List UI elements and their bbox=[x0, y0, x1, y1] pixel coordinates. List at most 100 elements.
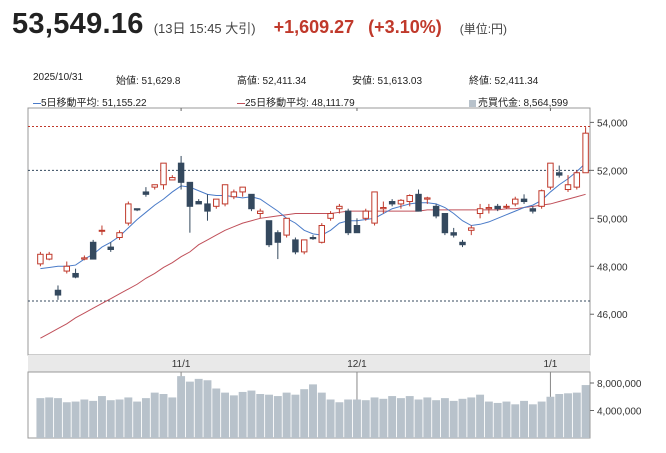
candle-up bbox=[573, 172, 581, 188]
ma5-line bbox=[40, 162, 586, 270]
legend-ma25: 25日移動平均: 48,111.79 bbox=[237, 94, 355, 109]
candle-up bbox=[512, 198, 519, 205]
volume-bar bbox=[484, 401, 493, 438]
candle-up bbox=[37, 253, 44, 265]
candle-up bbox=[476, 208, 484, 215]
legend-ma5: 5日移動平均: 51,155.22 bbox=[33, 94, 147, 109]
candle-down bbox=[72, 272, 79, 278]
candle-up bbox=[547, 162, 554, 188]
volume-bar bbox=[256, 394, 265, 438]
volume-bar bbox=[133, 401, 142, 438]
info-low: 安値: 51,613.03 bbox=[352, 76, 423, 87]
candle-down bbox=[292, 239, 299, 253]
candle-down bbox=[274, 232, 282, 243]
candle-up bbox=[485, 207, 493, 210]
candle-up bbox=[160, 162, 167, 186]
volume-bar bbox=[273, 396, 282, 438]
volume-bar bbox=[388, 396, 397, 438]
volume-bar bbox=[229, 395, 238, 438]
volume-bar bbox=[493, 402, 502, 438]
volume-bar bbox=[97, 396, 106, 438]
volume-bar bbox=[414, 399, 423, 438]
volume-tick-label: 8,000,000 bbox=[597, 379, 642, 390]
volume-bar bbox=[159, 394, 168, 438]
candle-down bbox=[459, 241, 466, 246]
volume-bar bbox=[282, 392, 291, 438]
candle-up bbox=[300, 239, 308, 253]
volume-bar bbox=[177, 376, 186, 438]
candle-down bbox=[107, 246, 114, 250]
candle-down bbox=[388, 201, 396, 205]
candle-down bbox=[204, 203, 211, 212]
info-high: 高値: 52,411.34 bbox=[237, 76, 307, 87]
volume-bar bbox=[432, 400, 441, 438]
volume-bar bbox=[317, 392, 326, 438]
volume-swatch bbox=[469, 99, 476, 107]
legend-volume-label: 売買代金: 8,564,599 bbox=[478, 98, 569, 109]
candle-up bbox=[318, 225, 326, 243]
candle-up bbox=[98, 229, 106, 232]
candle-up bbox=[380, 207, 387, 210]
volume-bar bbox=[449, 400, 458, 438]
volume-bar bbox=[546, 396, 555, 438]
volume-bar bbox=[247, 390, 256, 438]
price-tick-label: 48,000 bbox=[597, 262, 628, 273]
volume-bar bbox=[36, 398, 45, 438]
volume-bar bbox=[423, 397, 432, 438]
candle-up bbox=[327, 213, 334, 219]
candle-up bbox=[582, 132, 589, 174]
volume-bar bbox=[89, 400, 98, 438]
volume-bar bbox=[291, 394, 300, 438]
candle-down bbox=[54, 289, 62, 296]
volume-bar bbox=[168, 397, 177, 438]
volume-plot-frame bbox=[27, 371, 591, 439]
volume-bar bbox=[511, 404, 520, 438]
price-change-percent: (+3.10%) bbox=[368, 17, 442, 37]
candle-up bbox=[169, 177, 176, 181]
volume-bar bbox=[520, 400, 529, 438]
candle-down bbox=[344, 210, 352, 234]
volume-bar bbox=[564, 393, 572, 438]
volume-bar bbox=[106, 400, 115, 438]
volume-bar bbox=[335, 402, 344, 438]
candle-up bbox=[424, 197, 431, 200]
legend-ma5-label: 5日移動平均: 51,155.22 bbox=[41, 98, 147, 109]
candle-up bbox=[564, 184, 572, 191]
volume-bar bbox=[62, 402, 71, 438]
candle-up bbox=[257, 210, 264, 215]
candle-up bbox=[371, 191, 378, 224]
candle-up bbox=[468, 227, 475, 231]
candle-up bbox=[239, 186, 246, 193]
date-axis-band bbox=[28, 355, 590, 372]
volume-bar bbox=[379, 398, 388, 438]
candle-up bbox=[538, 190, 545, 207]
candle-up bbox=[81, 257, 88, 260]
candle-up bbox=[63, 265, 71, 272]
volume-bar bbox=[141, 398, 150, 438]
volume-bar bbox=[45, 397, 54, 438]
candle-up bbox=[336, 205, 343, 210]
date-label: 11/1 bbox=[172, 359, 191, 370]
candle-up bbox=[213, 198, 220, 207]
volume-bar bbox=[212, 388, 221, 438]
volume-bar bbox=[194, 378, 203, 438]
volume-bar bbox=[353, 399, 361, 438]
unit-label: (単位:円) bbox=[459, 22, 508, 36]
candle-up bbox=[397, 199, 405, 205]
candle-up bbox=[125, 203, 132, 224]
price-tick-label: 46,000 bbox=[597, 310, 628, 321]
info-open: 始値: 51,629.8 bbox=[116, 76, 181, 87]
candle-down bbox=[89, 241, 97, 260]
candle-down bbox=[248, 193, 255, 210]
candle-down bbox=[195, 201, 202, 205]
candle-up bbox=[151, 184, 158, 188]
candle-down bbox=[142, 191, 150, 195]
price-tick-label: 50,000 bbox=[597, 214, 628, 225]
volume-bar bbox=[370, 397, 379, 438]
legend-ma25-label: 25日移動平均: 48,111.79 bbox=[245, 98, 355, 109]
candle-up bbox=[116, 232, 123, 238]
volume-bar bbox=[396, 398, 405, 438]
ma25-swatch bbox=[237, 102, 245, 104]
candle-up bbox=[230, 191, 238, 198]
